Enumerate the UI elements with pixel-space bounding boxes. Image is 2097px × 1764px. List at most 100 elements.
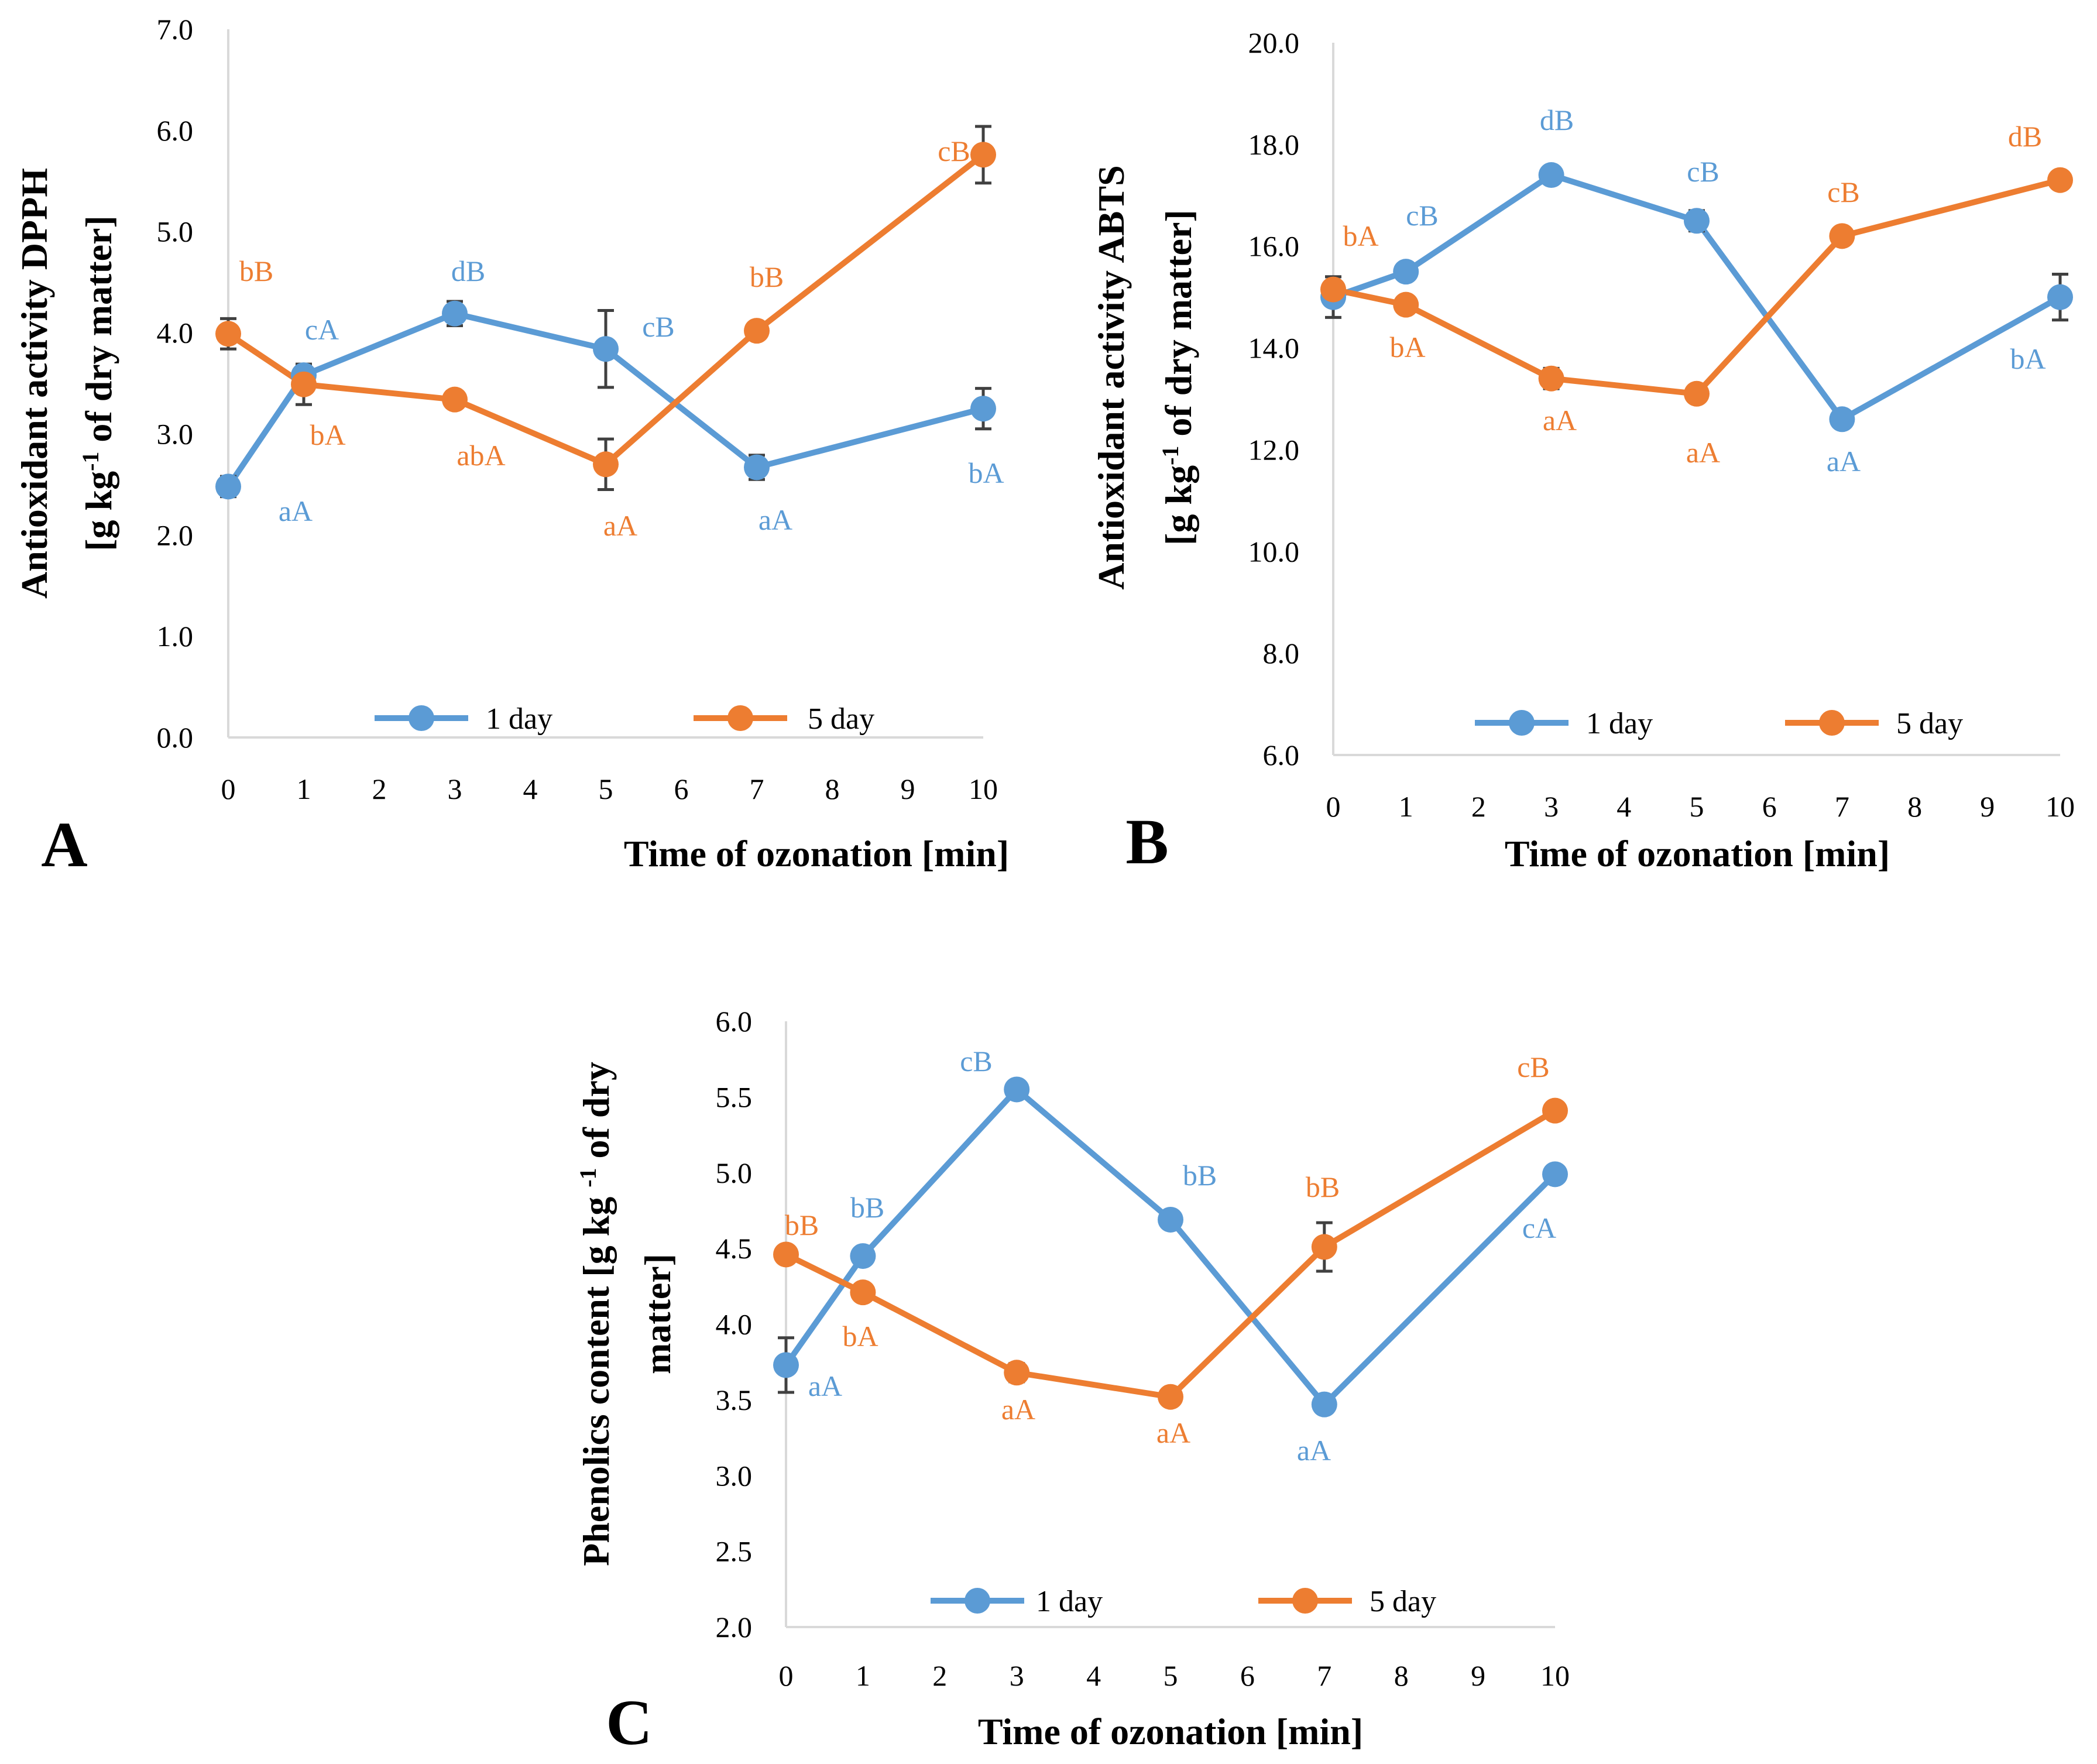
y-tick-label: 8.0: [1263, 637, 1300, 670]
series-line-1-day: [783, 1086, 1557, 1408]
y-axis-title-line1: Phenolics content [g kg -1 of dry: [575, 1062, 617, 1566]
y-axis-title-superscript: -1: [1157, 446, 1183, 465]
x-axis-title: Time of ozonation [min]: [1505, 833, 1890, 874]
series-line-1-day: [225, 310, 984, 489]
data-point-5-day: [1684, 380, 1710, 407]
significance-label: bB: [239, 255, 273, 287]
legend-label: 1 day: [1586, 707, 1653, 740]
significance-label: cB: [960, 1045, 993, 1077]
legend-marker: [1292, 1588, 1318, 1614]
data-point-1-day: [1542, 1161, 1568, 1188]
data-point-5-day: [593, 451, 619, 478]
significance-label: aA: [603, 509, 637, 542]
data-point-1-day: [1393, 259, 1419, 285]
significance-label: cB: [1517, 1051, 1550, 1083]
significance-label: aA: [1297, 1434, 1331, 1467]
data-point-5-day: [2047, 167, 2073, 193]
significance-label: cB: [1406, 199, 1439, 232]
significance-label: dB: [451, 255, 485, 287]
data-point-1-day: [1538, 162, 1564, 188]
data-point-5-day: [1829, 223, 1855, 249]
y-tick-label: 2.0: [716, 1611, 753, 1643]
x-tick-label: 9: [901, 773, 915, 805]
x-axis-title: Time of ozonation [min]: [624, 833, 1009, 874]
legend-label: 5 day: [808, 702, 874, 736]
data-point-1-day: [215, 473, 241, 500]
data-point-5-day: [970, 142, 996, 168]
x-tick-label: 1: [1399, 790, 1413, 823]
data-point-5-day: [1393, 291, 1419, 318]
significance-label: bB: [750, 260, 784, 293]
y-tick-label: 7.0: [157, 13, 194, 46]
x-tick-label: 4: [1616, 790, 1631, 823]
x-tick-label: 5: [1690, 790, 1704, 823]
x-tick-label: 4: [1086, 1659, 1101, 1692]
data-point-1-day: [1158, 1206, 1183, 1233]
x-tick-label: 5: [599, 773, 613, 805]
data-point-5-day: [1004, 1360, 1030, 1386]
y-tick-label: 4.5: [716, 1232, 753, 1265]
y-tick-label: 2.0: [157, 519, 194, 551]
x-tick-label: 0: [1326, 790, 1341, 823]
significance-label: bA: [968, 457, 1004, 489]
data-point-5-day: [744, 318, 770, 344]
x-tick-label: 10: [969, 773, 998, 805]
x-tick-label: 9: [1471, 1659, 1485, 1692]
panel-letter: A: [41, 809, 87, 880]
significance-label: cB: [642, 310, 675, 343]
x-tick-label: 7: [750, 773, 764, 805]
data-point-1-day: [442, 300, 468, 327]
y-axis-title-line2: [g kg-1 of dry matter]: [1157, 210, 1200, 545]
data-point-1-day: [1684, 208, 1710, 234]
significance-label: bB: [785, 1209, 819, 1241]
data-point-5-day: [1158, 1384, 1183, 1410]
legend-marker: [965, 1588, 990, 1614]
y-tick-label: 3.0: [157, 417, 194, 450]
significance-label: bB: [1306, 1171, 1340, 1203]
significance-label: aA: [1156, 1416, 1190, 1449]
x-tick-label: 8: [1394, 1659, 1409, 1692]
x-tick-label: 3: [1010, 1659, 1024, 1692]
significance-label: cA: [305, 313, 339, 346]
y-axis-title-superscript: -1: [77, 452, 104, 471]
y-tick-label: 10.0: [1248, 535, 1300, 568]
data-point-1-day: [1829, 406, 1855, 433]
x-tick-label: 8: [825, 773, 840, 805]
data-point-1-day: [1004, 1076, 1030, 1103]
y-axis-title-part: [g kg: [1158, 465, 1199, 545]
significance-label: cB: [1687, 155, 1720, 188]
panel-letter: B: [1125, 806, 1168, 877]
y-tick-label: 1.0: [157, 620, 194, 653]
significance-label: cA: [1522, 1212, 1556, 1244]
y-axis-title-part: of dry: [575, 1062, 617, 1168]
significance-label: aA: [279, 495, 313, 527]
y-tick-label: 6.0: [716, 1005, 753, 1038]
y-tick-label: 20.0: [1248, 26, 1300, 59]
x-tick-label: 6: [1762, 790, 1777, 823]
y-axis-title-part: [g kg: [78, 471, 119, 551]
significance-label: aA: [759, 503, 792, 536]
y-tick-label: 2.5: [716, 1535, 753, 1568]
y-axis-title-line2: matter]: [637, 1254, 678, 1374]
legend-marker: [1509, 710, 1535, 736]
significance-label: aA: [1686, 436, 1720, 469]
panel-b: 6.0 8.0 10.0 12.0 14.0 16.0 18.0 20.0 0 1 2 3 4 5 6 7 8 9…: [1090, 26, 2075, 877]
legend-marker: [409, 705, 434, 731]
data-point-1-day: [970, 396, 996, 422]
legend-label: 5 day: [1896, 707, 1963, 740]
significance-label: bA: [842, 1320, 878, 1353]
significance-label: bA: [1389, 331, 1425, 363]
y-axis-title-line2: [g kg-1 of dry matter]: [77, 215, 120, 551]
data-point-5-day: [291, 371, 317, 397]
data-point-5-day: [215, 321, 241, 347]
data-point-5-day: [1311, 1234, 1337, 1260]
significance-label: aA: [1001, 1393, 1035, 1426]
data-point-5-day: [850, 1279, 876, 1306]
panel-letter: C: [606, 1687, 652, 1758]
y-axis-title-line1: Antioxidant activity ABTS: [1090, 165, 1132, 589]
y-axis-title-part: Phenolics content [g kg: [575, 1188, 617, 1566]
x-tick-label: 6: [1240, 1659, 1255, 1692]
x-tick-label: 1: [856, 1659, 870, 1692]
significance-label: bA: [310, 418, 345, 451]
